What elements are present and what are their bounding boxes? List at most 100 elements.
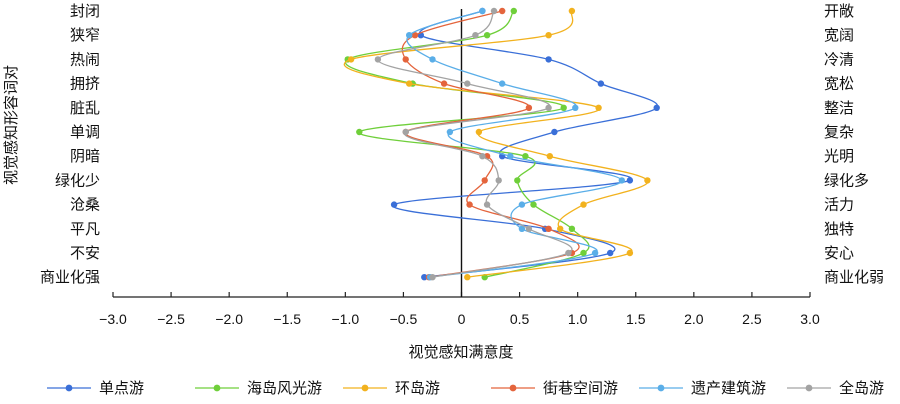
right-adjective-label: 整洁	[824, 99, 854, 117]
x-tick-label: 1.5	[626, 311, 646, 327]
data-point	[464, 80, 470, 86]
data-point	[526, 105, 532, 111]
data-point	[472, 32, 478, 38]
data-point	[627, 177, 633, 183]
data-point	[654, 105, 660, 111]
right-adjective-label: 开敞	[824, 2, 854, 20]
x-tick-label: −2.0	[215, 311, 243, 327]
left-adjective-label: 阴暗	[70, 147, 100, 165]
x-tick-label: 3.0	[800, 311, 820, 327]
data-point	[375, 56, 381, 62]
x-tick-label: 2.0	[684, 311, 704, 327]
data-point	[522, 153, 528, 159]
data-point	[447, 129, 453, 135]
data-point	[572, 105, 578, 111]
data-point	[551, 129, 557, 135]
data-point	[403, 56, 409, 62]
legend-swatch-marker	[510, 385, 517, 392]
right-adjective-label: 安心	[824, 244, 854, 262]
data-point	[482, 177, 488, 183]
data-point	[466, 201, 472, 207]
left-adjective-label: 不安	[70, 244, 100, 262]
data-point	[484, 32, 490, 38]
data-point	[406, 32, 412, 38]
data-point	[627, 250, 633, 256]
right-adjective-label: 冷清	[824, 50, 854, 68]
data-point	[595, 105, 601, 111]
data-point	[429, 56, 435, 62]
data-point	[557, 226, 563, 232]
data-point	[499, 80, 505, 86]
legend-label: 环岛游	[395, 379, 440, 397]
data-point	[526, 226, 532, 232]
right-adjective-label: 商业化弱	[824, 268, 884, 286]
left-adjective-label: 狭窄	[70, 26, 100, 44]
legend-swatch-marker	[658, 385, 665, 392]
legend-swatch-marker	[806, 385, 813, 392]
left-adjective-label: 脏乱	[70, 99, 100, 117]
legend-label: 海岛风光游	[247, 379, 322, 397]
data-point	[530, 201, 536, 207]
data-point	[499, 8, 505, 14]
legend-label: 单点游	[99, 379, 144, 397]
left-adjective-label: 封闭	[70, 2, 100, 20]
right-adjective-label: 独特	[824, 220, 854, 238]
right-adjective-label: 绿化多	[824, 171, 869, 189]
right-adjective-label: 活力	[824, 196, 854, 214]
data-point	[545, 105, 551, 111]
data-point	[507, 153, 513, 159]
data-point	[561, 105, 567, 111]
right-adjective-label: 光明	[824, 147, 854, 165]
data-point	[580, 201, 586, 207]
data-point	[406, 80, 412, 86]
right-adjective-label: 复杂	[824, 123, 854, 141]
left-adjective-label: 单调	[70, 123, 100, 141]
data-point	[429, 274, 435, 280]
data-point	[479, 8, 485, 14]
plot-area: −3.0 −2.5 −2.0 −1.5 −1.0 −0.5 0 0.5 1.0 1.5 2.0 2.5…	[40, 2, 884, 327]
legend: 单点游 海岛风光游 环岛游 街巷空间游 遗产建筑游 全岛游	[47, 379, 884, 397]
right-adjective-label: 宽阔	[824, 26, 854, 44]
data-point	[511, 8, 517, 14]
data-point	[545, 56, 551, 62]
left-adjective-label: 平凡	[70, 220, 100, 238]
x-tick-label: 1.0	[568, 311, 588, 327]
x-tick-label: −2.5	[157, 311, 185, 327]
data-point	[441, 80, 447, 86]
right-adjective-label: 宽松	[824, 75, 854, 93]
legend-label: 街巷空间游	[543, 379, 618, 397]
data-point	[514, 177, 520, 183]
legend-swatch-marker	[66, 385, 73, 392]
x-axis-title: 视觉感知满意度	[408, 343, 513, 361]
legend-label: 全岛游	[839, 379, 884, 397]
x-tick-label: −1.5	[273, 311, 301, 327]
data-point	[569, 8, 575, 14]
data-point	[519, 201, 525, 207]
data-point	[464, 274, 470, 280]
data-point	[619, 177, 625, 183]
data-point	[547, 153, 553, 159]
legend-swatch-marker	[214, 385, 221, 392]
legend-label: 遗产建筑游	[691, 379, 766, 397]
x-tick-label: −0.5	[390, 311, 418, 327]
data-point	[348, 56, 354, 62]
data-point	[592, 250, 598, 256]
data-point	[569, 226, 575, 232]
left-adjective-label: 拥挤	[70, 75, 100, 93]
left-adjective-label: 商业化强	[40, 268, 100, 286]
data-point	[491, 8, 497, 14]
data-point	[391, 201, 397, 207]
data-point	[476, 129, 482, 135]
data-point	[545, 32, 551, 38]
data-point	[496, 177, 502, 183]
x-tick-label: 0	[458, 311, 466, 327]
data-point	[479, 153, 485, 159]
data-point	[607, 250, 613, 256]
data-point	[356, 129, 362, 135]
x-tick-label: −1.0	[332, 311, 360, 327]
left-adjective-label: 沧桑	[70, 196, 100, 214]
data-point	[598, 80, 604, 86]
left-adjective-label: 热闹	[70, 50, 100, 68]
x-tick-label: 0.5	[510, 311, 530, 327]
left-adjective-label: 绿化少	[55, 171, 100, 189]
